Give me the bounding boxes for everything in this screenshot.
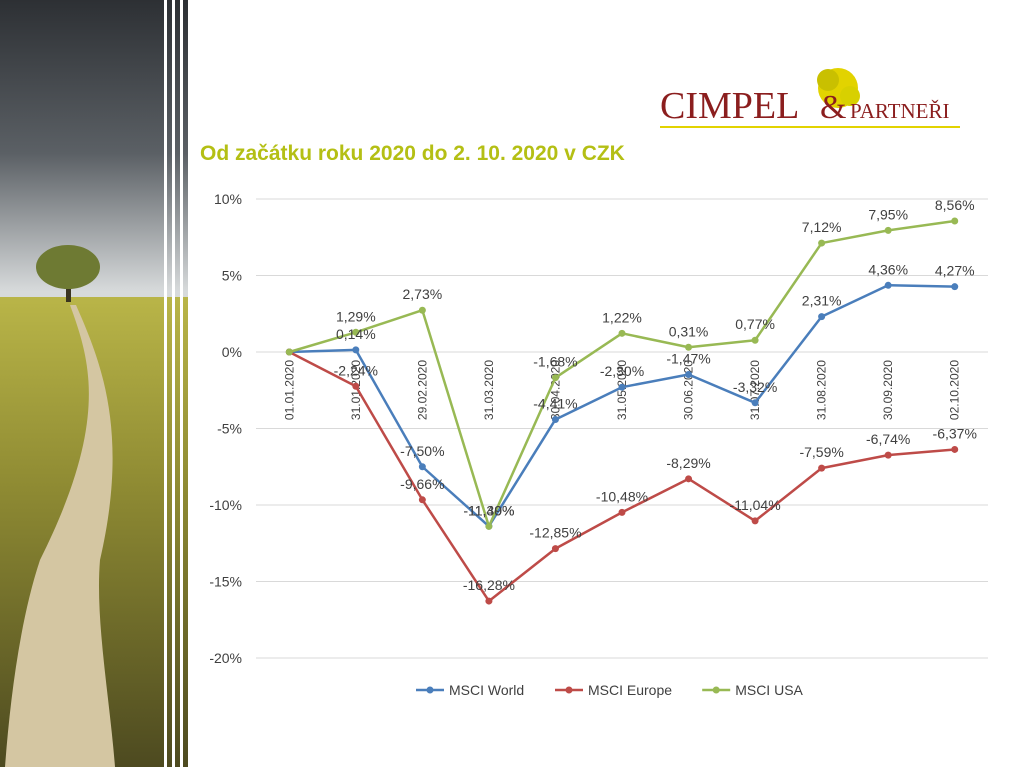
y-tick-label: 10% (214, 191, 242, 207)
data-point (685, 475, 693, 483)
data-label: 1,22% (602, 309, 642, 325)
data-point (352, 382, 360, 390)
legend-marker (426, 686, 434, 694)
data-point (818, 239, 826, 247)
data-point (618, 508, 626, 516)
y-tick-label: -20% (209, 650, 242, 666)
data-label: -6,74% (866, 431, 910, 447)
data-point (551, 374, 559, 382)
data-label: -1,68% (533, 354, 577, 370)
data-label: -2,24% (334, 362, 378, 378)
line-chart: 10% 5% 0% -5% -10% -15% -20% 01.01.2020 31.01.2… (209, 191, 988, 698)
x-category-label: 30.06.2020 (682, 360, 696, 420)
y-tick-label: -5% (217, 421, 242, 437)
company-logo: CIMPEL & PARTNEŘI (660, 68, 960, 128)
data-point (551, 415, 559, 423)
data-point (884, 226, 892, 234)
y-axis-tick-labels: 10% 5% 0% -5% -10% -15% -20% (209, 191, 242, 666)
data-point (418, 496, 426, 504)
data-point (751, 517, 759, 525)
data-point (818, 313, 826, 321)
logo-underline (660, 126, 960, 128)
data-label: -6,37% (933, 425, 977, 441)
data-label: -12,85% (529, 525, 581, 541)
chart-data-labels: 0,14% -7,50% -11,39% -4,41% -2,30% -1,47% -3,3… (334, 197, 977, 593)
data-point (951, 217, 959, 225)
x-category-label: 01.01.2020 (282, 360, 296, 420)
data-point (352, 346, 360, 354)
legend-label: MSCI Europe (588, 682, 672, 698)
data-label: -4,41% (533, 395, 577, 411)
data-point (884, 281, 892, 289)
chart-gridlines (256, 198, 988, 659)
x-axis-category-labels: 01.01.2020 31.01.2020 29.02.2020 31.03.2020… (282, 360, 961, 420)
data-point (751, 399, 759, 407)
data-point (951, 283, 959, 291)
legend-label: MSCI World (449, 682, 524, 698)
data-label: 0,77% (735, 316, 775, 332)
data-point (685, 343, 693, 351)
data-point (751, 336, 759, 344)
data-label: 7,95% (868, 206, 908, 222)
data-label: -16,28% (463, 577, 515, 593)
x-category-label: 31.07.2020 (748, 360, 762, 420)
data-point (285, 348, 293, 356)
data-point (818, 464, 826, 472)
landscape-photo (0, 0, 188, 767)
data-label: -7,50% (400, 443, 444, 459)
data-point (618, 383, 626, 391)
chart-series (285, 217, 959, 605)
data-label: -2,30% (600, 363, 644, 379)
y-tick-label: -10% (209, 497, 242, 513)
data-label: -8,29% (666, 455, 710, 471)
data-point (418, 463, 426, 471)
chart-legend: MSCI World MSCI Europe MSCI USA (416, 682, 804, 698)
data-label: 0,14% (336, 326, 376, 342)
y-tick-label: 5% (222, 268, 242, 284)
legend-marker (565, 686, 573, 694)
x-category-label: 31.08.2020 (815, 360, 829, 420)
data-label: 8,56% (935, 197, 975, 213)
data-label: -11,39% (463, 502, 514, 518)
data-point (352, 328, 360, 336)
x-category-label: 02.10.2020 (948, 360, 962, 420)
data-label: 4,36% (868, 261, 908, 277)
data-point (618, 329, 626, 337)
data-point (951, 445, 959, 453)
x-category-label: 31.01.2020 (349, 360, 363, 420)
x-category-label: 29.02.2020 (415, 360, 429, 420)
data-label: -3,32% (733, 379, 777, 395)
data-label: 4,27% (935, 263, 975, 279)
logo-suffix-text: PARTNEŘI (850, 99, 949, 123)
data-label: -7,59% (799, 444, 843, 460)
data-label: -11,04% (730, 497, 781, 513)
legend-marker (712, 686, 720, 694)
page-title: Od začátku roku 2020 do 2. 10. 2020 v CZ… (200, 142, 625, 165)
data-label: 7,12% (802, 219, 842, 235)
y-tick-label: -15% (209, 574, 242, 590)
data-label: 2,31% (802, 293, 842, 309)
data-label: -9,66% (400, 476, 444, 492)
x-category-label: 30.09.2020 (881, 360, 895, 420)
data-label: -11,40% (463, 502, 514, 518)
data-label: 1,29% (336, 308, 376, 324)
legend-label: MSCI USA (735, 682, 803, 698)
data-label: -10,48% (596, 488, 648, 504)
data-point (418, 306, 426, 314)
data-point (485, 597, 493, 605)
logo-ampersand: & (820, 89, 846, 126)
data-point (685, 370, 693, 378)
logo-brand-text: CIMPEL (660, 85, 799, 127)
data-label: 0,31% (669, 323, 709, 339)
data-point (884, 451, 892, 459)
x-category-label: 31.03.2020 (482, 360, 496, 420)
data-label: -1,47% (666, 350, 710, 366)
data-point (551, 545, 559, 553)
y-tick-label: 0% (222, 344, 242, 360)
data-label: 2,73% (403, 286, 443, 302)
data-point (485, 522, 493, 530)
